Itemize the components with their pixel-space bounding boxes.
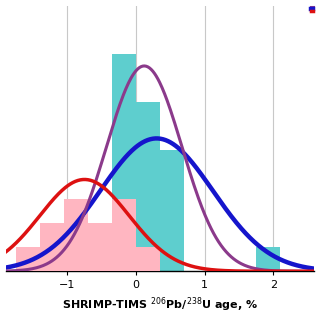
Bar (136, 102, 160, 271)
Bar (136, 247, 160, 271)
Bar (16, 247, 40, 271)
Bar (64, 199, 88, 271)
Bar (256, 247, 280, 271)
Bar (112, 54, 136, 271)
Bar (160, 150, 184, 271)
Legend: , , : , , (310, 6, 314, 12)
X-axis label: SHRIMP-TIMS $^{206}$Pb/$^{238}$U age, %: SHRIMP-TIMS $^{206}$Pb/$^{238}$U age, % (62, 296, 258, 315)
Bar (112, 199, 136, 271)
Bar (64, 247, 88, 271)
Bar (16, 247, 40, 271)
Bar (40, 223, 64, 271)
Bar (88, 223, 112, 271)
